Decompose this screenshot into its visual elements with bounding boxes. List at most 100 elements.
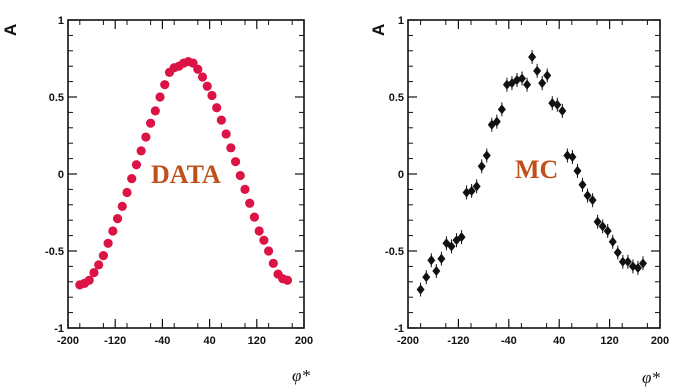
mc-annotation: MC bbox=[515, 155, 558, 184]
data-data-point bbox=[89, 267, 99, 278]
data-data-point bbox=[254, 226, 264, 236]
mc-data-point bbox=[533, 65, 542, 76]
data-ytick-label: 0 bbox=[58, 169, 64, 181]
data-data-point bbox=[249, 212, 260, 222]
mc-data-point bbox=[538, 78, 547, 89]
mc-data-point bbox=[613, 247, 622, 258]
mc-data-point bbox=[558, 105, 567, 116]
data-data-point bbox=[150, 106, 160, 116]
mc-data-point bbox=[618, 256, 627, 267]
mc-xtick-label: -120 bbox=[447, 335, 469, 347]
data-data-point bbox=[282, 275, 293, 285]
mc-ylabel: A bbox=[369, 24, 388, 36]
data-data-point bbox=[259, 235, 269, 245]
data-data-point bbox=[226, 143, 236, 153]
data-xtick-label: 200 bbox=[295, 335, 313, 347]
data-data-point bbox=[155, 92, 165, 102]
mc-data-point bbox=[593, 216, 602, 227]
mc-data-point bbox=[447, 241, 456, 252]
data-data-point bbox=[235, 170, 245, 181]
mc-ytick-label: 1 bbox=[398, 15, 404, 27]
mc-data-point bbox=[457, 232, 466, 243]
data-ytick-label: 0.5 bbox=[49, 92, 64, 104]
mc-data-point bbox=[598, 221, 607, 232]
data-data-point bbox=[84, 275, 94, 285]
mc-data-point bbox=[492, 116, 501, 127]
data-data-point bbox=[212, 103, 222, 113]
data-panel: A φ* -200 -120 -40 40 120 200 -1 -0.5 0 0.5 1 DATA bbox=[1, 15, 313, 385]
data-data-point bbox=[268, 258, 278, 268]
data-ylabel: A bbox=[1, 24, 20, 36]
mc-data-point bbox=[583, 190, 592, 201]
mc-data-point bbox=[578, 179, 587, 190]
mc-data-point bbox=[568, 152, 577, 163]
mc-xtick-label: -200 bbox=[397, 335, 419, 347]
data-xtick-label: -40 bbox=[154, 335, 170, 347]
mc-xtick-label: 120 bbox=[600, 335, 618, 347]
mc-data-point bbox=[477, 161, 486, 172]
data-data-point bbox=[131, 160, 142, 170]
data-data-point bbox=[221, 129, 231, 139]
mc-data-point bbox=[482, 150, 491, 161]
mc-data-point bbox=[608, 236, 617, 247]
data-xtick-label: 120 bbox=[248, 335, 266, 347]
data-ytick-label: -1 bbox=[54, 323, 64, 335]
mc-data-point bbox=[633, 262, 642, 273]
mc-data-point bbox=[437, 253, 446, 264]
mc-data-point bbox=[518, 73, 527, 84]
mc-xtick-label: 40 bbox=[553, 335, 565, 347]
data-data-point bbox=[230, 157, 241, 167]
mc-data-point bbox=[472, 181, 481, 192]
mc-data-point bbox=[416, 284, 425, 295]
mc-data-point bbox=[603, 225, 612, 236]
data-data-point bbox=[108, 226, 118, 236]
data-data-point bbox=[264, 246, 274, 256]
mc-data-point bbox=[573, 165, 582, 176]
data-xlabel: φ* bbox=[292, 366, 310, 385]
data-data-point bbox=[141, 132, 151, 142]
data-data-point bbox=[103, 238, 113, 248]
data-data-point bbox=[197, 72, 208, 82]
data-data-point bbox=[112, 214, 123, 224]
mc-data-point bbox=[638, 258, 647, 269]
data-data-point bbox=[122, 187, 132, 198]
data-data-point bbox=[207, 90, 217, 101]
mc-data-point bbox=[523, 79, 532, 90]
data-data-point bbox=[240, 184, 250, 194]
data-data-point bbox=[117, 201, 127, 211]
mc-ytick-label: 0.5 bbox=[389, 92, 404, 104]
data-data-point bbox=[136, 146, 146, 156]
mc-data-point bbox=[588, 195, 597, 206]
data-data-point bbox=[98, 251, 108, 261]
data-xtick-label: -120 bbox=[104, 335, 126, 347]
data-data-point bbox=[160, 80, 170, 90]
mc-data-point bbox=[427, 255, 436, 266]
data-data-point bbox=[245, 198, 255, 208]
data-annotation: DATA bbox=[151, 160, 221, 189]
mc-data-point bbox=[422, 272, 431, 283]
mc-xlabel: φ* bbox=[642, 368, 660, 387]
mc-data-point bbox=[432, 266, 441, 277]
data-data-point bbox=[94, 260, 104, 270]
mc-data-point bbox=[528, 51, 537, 62]
mc-xtick-label: 200 bbox=[651, 335, 669, 347]
mc-data-point bbox=[553, 99, 562, 110]
mc-xtick-label: -40 bbox=[501, 335, 517, 347]
mc-data-point bbox=[623, 256, 632, 267]
mc-ytick-label: -1 bbox=[394, 323, 404, 335]
data-data-point bbox=[202, 81, 212, 91]
data-ytick-label: 1 bbox=[58, 15, 64, 27]
mc-panel: A φ* -200 -120 -40 40 120 200 -1 -0.5 0 0.5 1 MC bbox=[369, 15, 669, 387]
data-xtick-label: 40 bbox=[203, 335, 215, 347]
mc-data-point bbox=[497, 104, 506, 115]
mc-ytick-label: 0 bbox=[398, 169, 404, 181]
mc-ytick-label: -0.5 bbox=[385, 246, 404, 258]
data-data-point bbox=[193, 64, 203, 74]
data-ytick-label: -0.5 bbox=[45, 246, 64, 258]
data-data-point bbox=[146, 118, 156, 128]
data-xtick-label: -200 bbox=[57, 335, 79, 347]
data-data-point bbox=[216, 115, 226, 125]
data-data-point bbox=[127, 174, 137, 184]
mc-data-point bbox=[467, 185, 476, 196]
